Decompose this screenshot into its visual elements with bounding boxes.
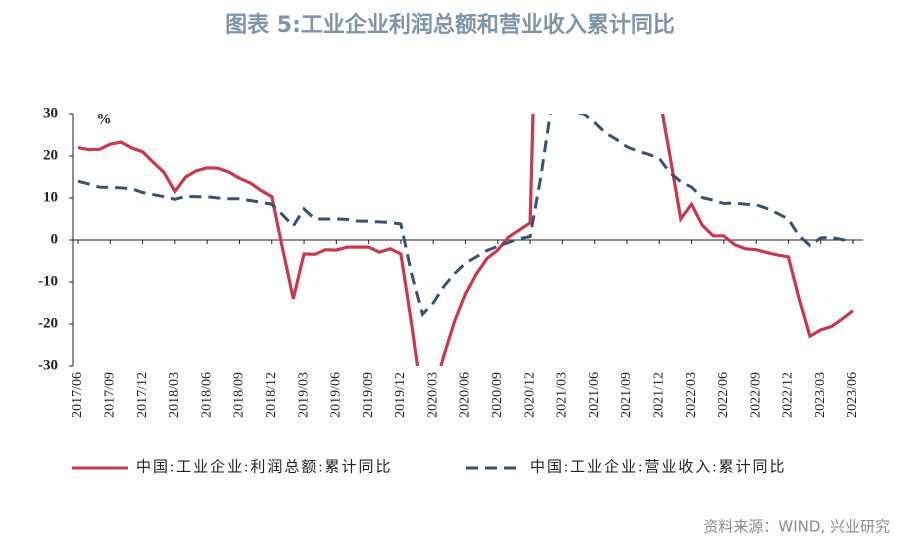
y-tick-label: -10 — [38, 273, 58, 289]
y-tick-label: 10 — [43, 189, 58, 205]
x-tick-label: 2022/12 — [781, 372, 796, 418]
x-tick-label: 2018/06 — [199, 372, 214, 418]
x-tick-label: 2018/03 — [167, 372, 182, 418]
x-tick-label: 2021/12 — [651, 372, 666, 418]
series-line — [77, 114, 854, 318]
x-tick-label: 2019/03 — [296, 372, 311, 418]
x-tick-label: 2020/09 — [490, 372, 505, 418]
x-tick-label: 2023/03 — [813, 372, 828, 418]
y-tick-label: 20 — [43, 147, 58, 163]
y-tick-label: -30 — [38, 357, 58, 373]
legend-label: 中国:工业企业:利润总额:累计同比 — [136, 457, 393, 475]
y-tick-label: 0 — [51, 231, 59, 247]
x-tick-label: 2019/06 — [329, 372, 344, 418]
y-unit: % — [97, 111, 112, 127]
source-note: 资料来源：WIND, 兴业研究 — [703, 518, 890, 536]
x-tick-label: 2017/09 — [103, 372, 118, 418]
x-tick-label: 2018/09 — [232, 372, 247, 418]
x-tick-label: 2021/06 — [587, 372, 602, 418]
series-line — [77, 114, 854, 366]
x-tick-label: 2021/03 — [555, 372, 570, 418]
x-tick-label: 2022/06 — [716, 372, 731, 418]
y-tick-label: 30 — [43, 105, 58, 121]
x-tick-label: 2018/12 — [264, 372, 279, 418]
x-tick-label: 2019/09 — [361, 372, 376, 418]
x-tick-label: 2017/06 — [70, 372, 85, 418]
x-tick-label: 2022/09 — [748, 372, 763, 418]
x-tick-label: 2021/09 — [619, 372, 634, 418]
x-tick-label: 2019/12 — [393, 372, 408, 418]
x-tick-label: 2020/12 — [522, 372, 537, 418]
x-tick-label: 2017/12 — [135, 372, 150, 418]
x-tick-label: 2020/06 — [458, 372, 473, 418]
x-tick-label: 2023/06 — [845, 372, 860, 418]
legend-label: 中国:工业企业:营业收入:累计同比 — [530, 457, 787, 475]
chart-title: 图表 5:工业企业利润总额和营业收入累计同比 — [225, 12, 675, 38]
x-tick-label: 2022/03 — [684, 372, 699, 418]
x-tick-label: 2020/03 — [425, 372, 440, 418]
y-tick-label: -20 — [38, 315, 58, 331]
